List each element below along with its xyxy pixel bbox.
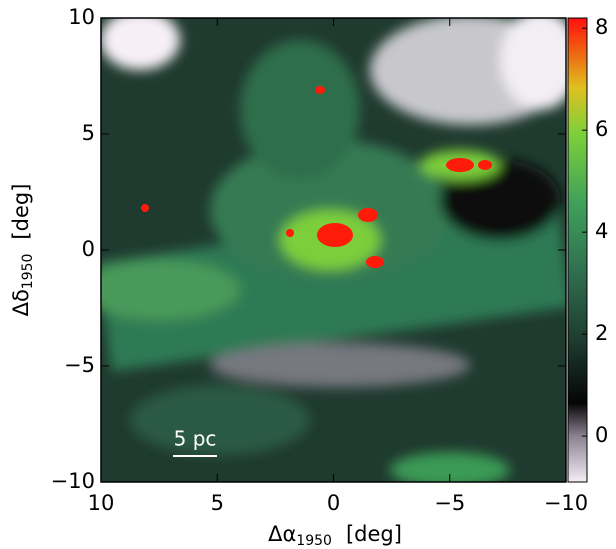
y-tick-label: 10	[68, 5, 95, 29]
colorbar-tick-label: 8	[595, 15, 608, 39]
x-axis-label: Δα1950 [deg]	[268, 522, 402, 549]
x-tick-label: −10	[544, 491, 588, 515]
x-tick-label: 5	[211, 491, 224, 515]
x-tick-label: 0	[327, 491, 340, 515]
y-tick-label: −5	[64, 353, 95, 377]
annotation: 5 pc	[174, 427, 217, 451]
y-tick-label: 5	[82, 121, 95, 145]
colorbar-tick-label: 0	[595, 423, 608, 447]
x-tick-label: −5	[434, 491, 465, 515]
y-tick-label: −10	[51, 469, 95, 493]
colorbar-tick-label: 4	[595, 219, 608, 243]
y-axis-label: Δδ1950[deg]	[9, 184, 36, 317]
sky-map	[101, 18, 566, 482]
y-tick-label: 0	[82, 237, 95, 261]
colorbar-tick-label: 6	[595, 117, 608, 141]
colorbar	[567, 17, 588, 483]
x-tick-label: 10	[88, 491, 115, 515]
colorbar-tick-label: 2	[595, 321, 608, 345]
